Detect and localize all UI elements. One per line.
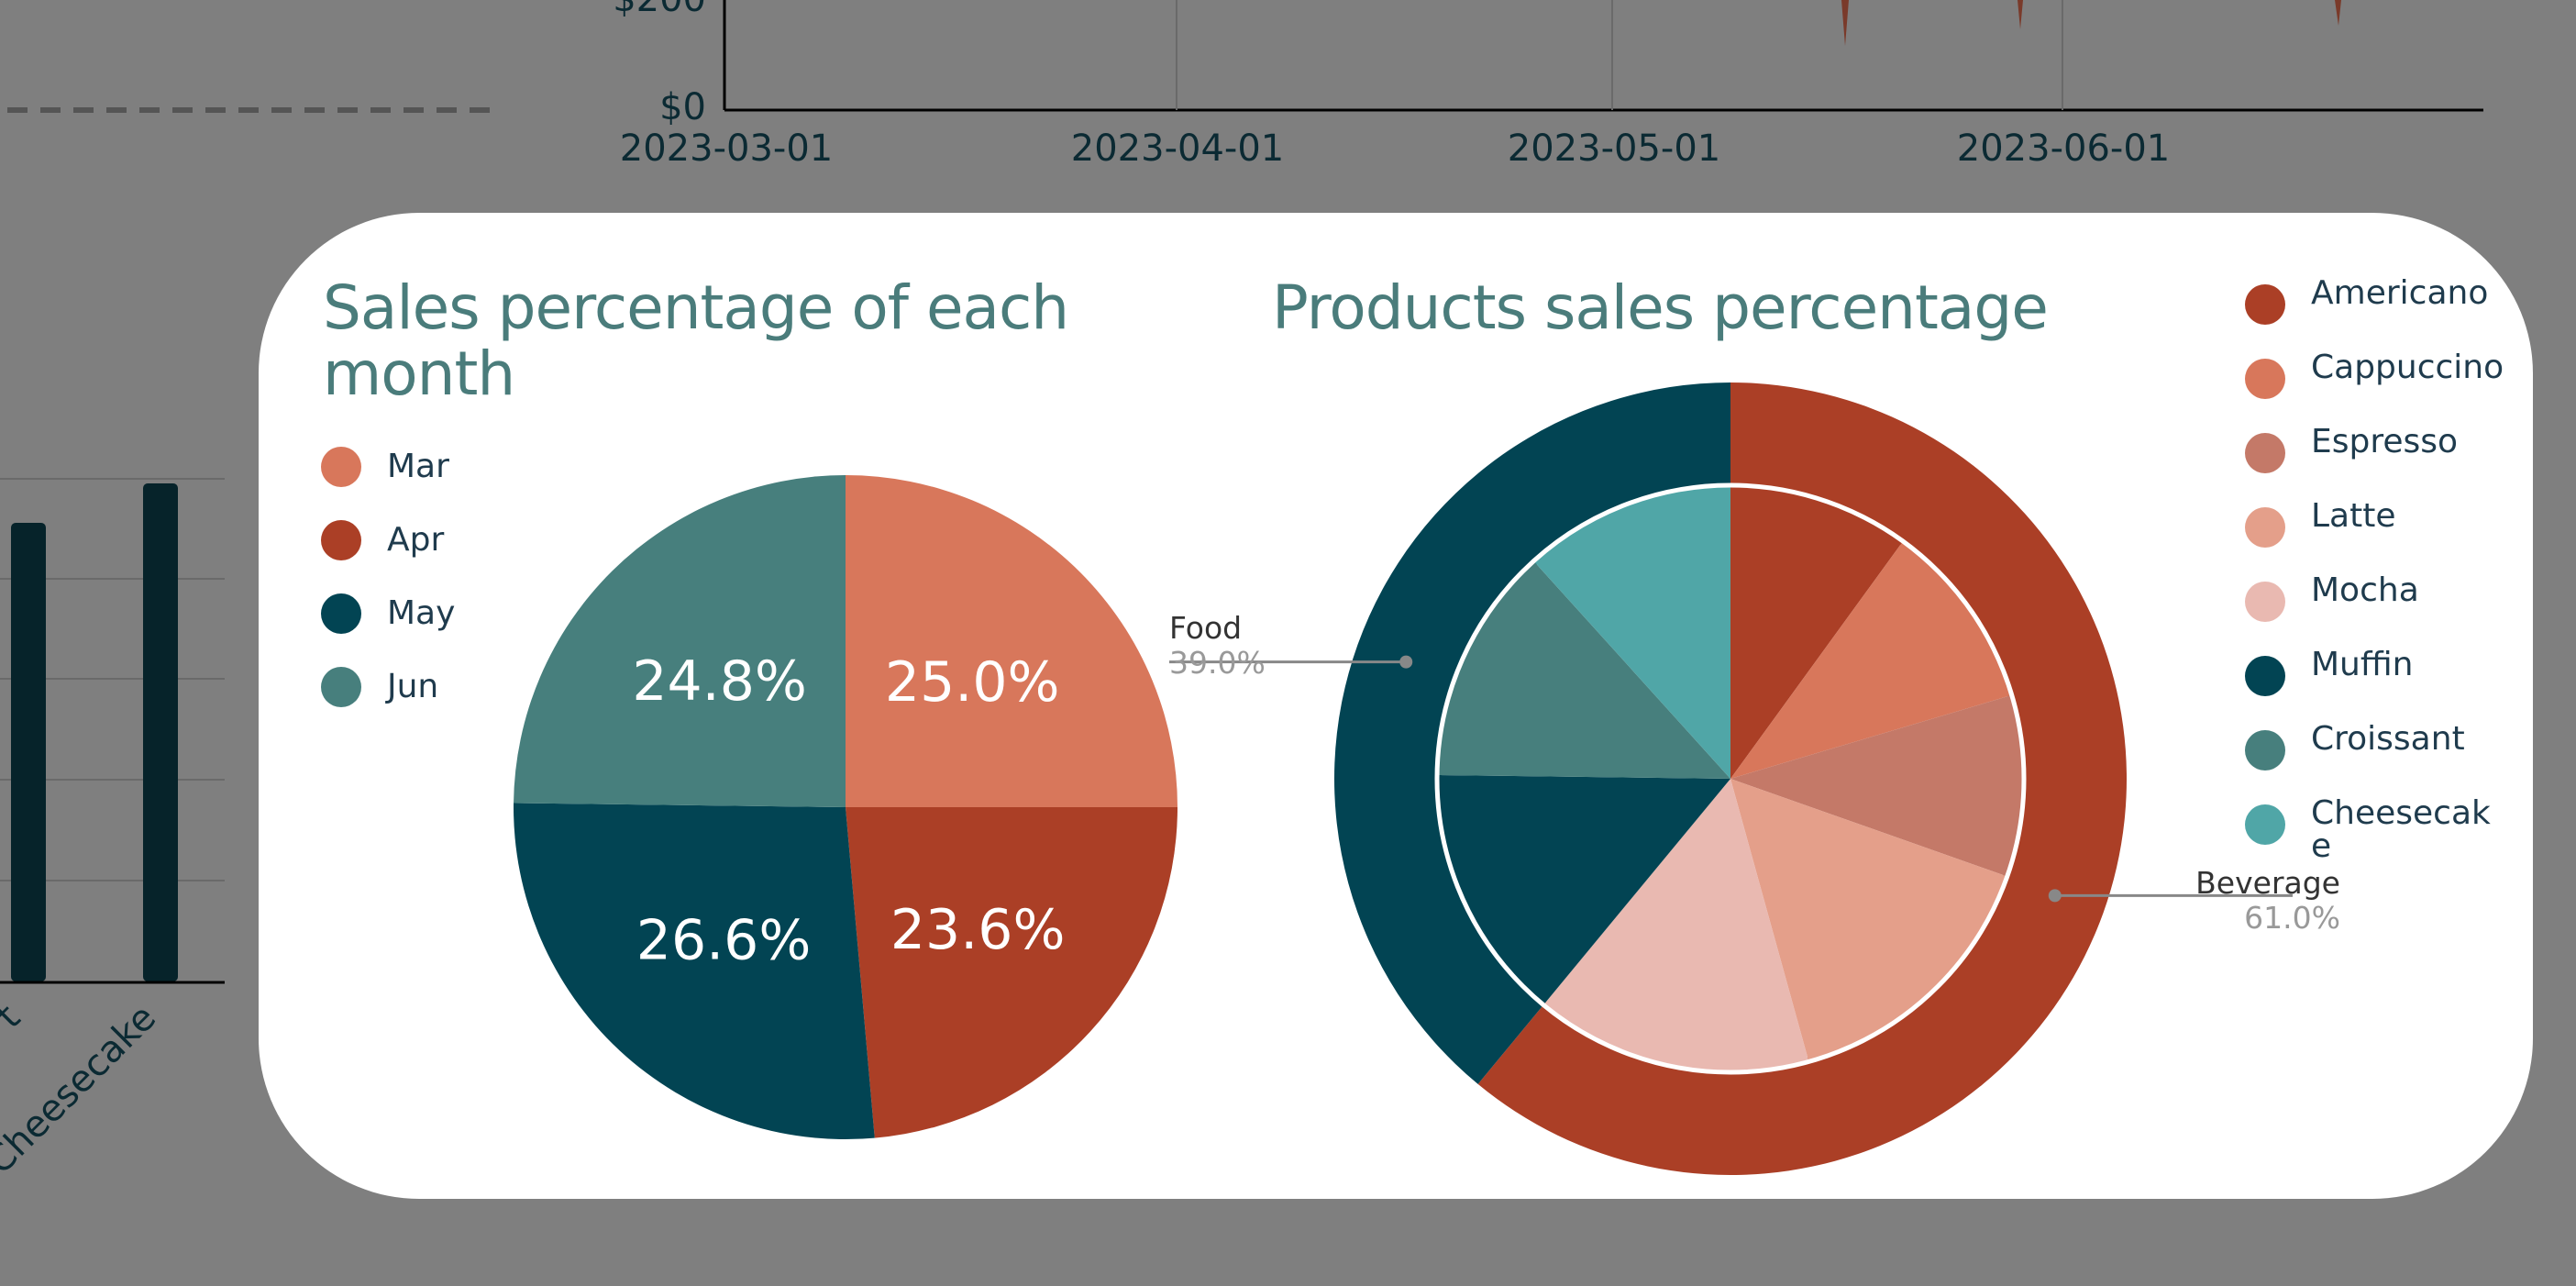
pie-slice-latte (1730, 779, 2007, 1062)
line-x-tick: 2023-05-01 (1508, 127, 1720, 170)
pie-slice-mar (846, 475, 1177, 807)
pie-slice-jun (514, 475, 846, 807)
pie-label-may: 26.6% (636, 908, 812, 972)
legend-item-americano: Americano (2245, 277, 2488, 332)
pie-label-jun: 24.8% (632, 649, 807, 714)
pie-label-mar: 25.0% (885, 650, 1060, 715)
month-pie-title: Sales percentage of each month (323, 272, 1069, 409)
pie-slice-croissant (1437, 560, 1730, 779)
legend-swatch (2245, 582, 2285, 622)
callout-beverage-percent: 61.0% (2244, 900, 2340, 936)
line-x-tick: 2023-04-01 (1071, 127, 1284, 170)
legend-label: Apr (387, 521, 445, 559)
legend-label: Cappuccino (2311, 349, 2504, 386)
legend-swatch (2245, 284, 2285, 325)
legend-label: Jun (387, 668, 439, 705)
legend-item-cappuccino: Cappuccino (2245, 351, 2504, 406)
legend-label: Mocha (2311, 571, 2419, 609)
charts-card: Sales percentage of each month Products … (259, 213, 2533, 1199)
legend-item-muffin: Muffin (2245, 649, 2414, 704)
legend-label: Espresso (2311, 423, 2459, 460)
background-line-chart: $0 $200 2023-03-01 2023-04-01 2023-05-01… (613, 0, 2483, 170)
legend-item-apr: Apr (321, 513, 444, 568)
legend-swatch (2245, 730, 2285, 770)
pie-slice-apr (846, 807, 1177, 1138)
legend-swatch (2245, 433, 2285, 473)
ring-segment-beverage (1477, 382, 2127, 1175)
legend-swatch (2245, 656, 2285, 696)
legend-swatch (2245, 804, 2285, 845)
callout-dot-beverage (2048, 889, 2062, 903)
line-y-tick: $0 (659, 86, 706, 128)
pie-slice-mocha (1543, 779, 1809, 1072)
legend-item-croissant: Croissant (2245, 723, 2465, 778)
callout-food-name: Food (1169, 610, 1243, 646)
legend-label: Croissant (2311, 720, 2465, 758)
legend-swatch (321, 447, 361, 487)
legend-label: Cheesecak e (2311, 794, 2491, 865)
legend-item-cheesecake: Cheesecak e (2245, 797, 2491, 863)
legend-swatch (321, 667, 361, 707)
callout-beverage-name: Beverage (2195, 865, 2340, 901)
callout-food-percent: 39.0% (1169, 645, 1266, 681)
background-bar-chart: t Cheesecake (0, 478, 225, 1182)
pie-slice-espresso (1730, 694, 2024, 877)
pie-slice-cheesecake (1533, 485, 1730, 779)
pie-slice-cappuccino (1730, 541, 2012, 779)
legend-label: Muffin (2311, 646, 2414, 683)
inner-pie-border (1434, 482, 2027, 1075)
legend-item-may: May (321, 586, 455, 641)
line-x-tick: 2023-03-01 (620, 127, 833, 170)
bar-x-tick: t (0, 997, 28, 1037)
pie-slice-may (513, 803, 875, 1139)
callout-beverage: Beverage 61.0% (2139, 866, 2340, 936)
products-pie-title: Products sales percentage (1272, 272, 2049, 343)
legend-swatch (321, 520, 361, 560)
legend-item-jun: Jun (321, 660, 438, 715)
legend-label: Mar (387, 448, 449, 485)
legend-swatch (2245, 359, 2285, 399)
legend-label: Americano (2311, 274, 2489, 312)
ring-segment-food (1334, 382, 1730, 1084)
pie-slice-muffin (1437, 774, 1730, 1005)
legend-item-latte: Latte (2245, 500, 2396, 555)
callout-food: Food 39.0% (1169, 611, 1266, 681)
pie-slice-americano (1730, 485, 1904, 779)
legend-label: May (387, 594, 456, 632)
legend-item-mar: Mar (321, 439, 449, 494)
products-pie-chart (1169, 382, 2293, 1175)
line-x-tick: 2023-06-01 (1957, 127, 2170, 170)
callout-dot-food (1399, 655, 1413, 669)
legend-item-mocha: Mocha (2245, 574, 2419, 629)
line-y-tick: $200 (613, 0, 706, 20)
legend-label: Latte (2311, 497, 2396, 535)
legend-item-espresso: Espresso (2245, 426, 2458, 481)
pie-label-apr: 23.6% (890, 898, 1066, 962)
legend-swatch (2245, 507, 2285, 548)
month-pie-chart: 25.0% 23.6% 26.6% 24.8% (513, 475, 1177, 1139)
legend-swatch (321, 593, 361, 634)
